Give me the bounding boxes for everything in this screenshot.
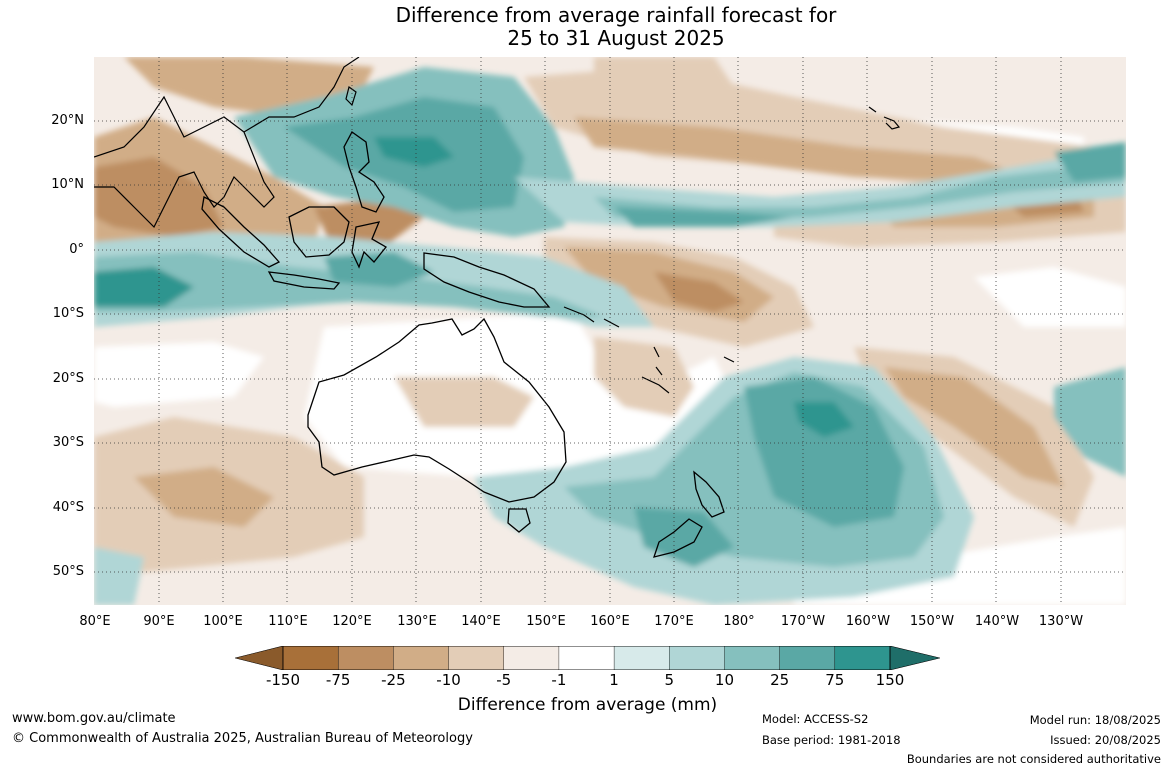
footer-model-run: Model run: 18/08/2025 bbox=[1029, 713, 1161, 727]
rainfall-difference-map bbox=[94, 57, 1126, 605]
colorbar-swatch bbox=[448, 646, 505, 670]
colorbar-tick-label: -10 bbox=[436, 671, 461, 689]
footer-model: Model: ACCESS-S2 bbox=[762, 712, 869, 726]
lon-label-160e: 160°E bbox=[590, 614, 630, 629]
colorbar-frame bbox=[282, 646, 891, 670]
colorbar-tick-label: 1 bbox=[609, 671, 619, 689]
australia-outline bbox=[307, 317, 567, 503]
colorbar-tick-label: -75 bbox=[325, 671, 351, 689]
colorbar-tick-label: 75 bbox=[825, 671, 845, 689]
lon-label-160w: 160°W bbox=[845, 614, 891, 629]
colorbar-swatch bbox=[613, 646, 670, 670]
colorbar-swatch bbox=[779, 646, 836, 670]
lon-label-110e: 110°E bbox=[268, 614, 308, 629]
colorbar-swatch bbox=[337, 646, 394, 670]
colorbar-tick-label: -150 bbox=[265, 671, 301, 689]
lon-label-150e: 150°E bbox=[526, 614, 566, 629]
lon-label-130e: 130°E bbox=[397, 614, 437, 629]
colorbar-swatches bbox=[282, 646, 891, 670]
graticule bbox=[94, 57, 1126, 605]
footer-base-period: Base period: 1981-2018 bbox=[762, 733, 901, 747]
lat-label-40s: 40°S bbox=[52, 500, 84, 515]
colorbar bbox=[235, 646, 940, 670]
rainfall-fields bbox=[94, 57, 1126, 605]
lat-label-0: 0° bbox=[69, 242, 84, 257]
tasmania-outline bbox=[507, 508, 531, 533]
new-zealand-outline bbox=[653, 470, 725, 558]
lat-label-20s: 20°S bbox=[52, 371, 84, 386]
footer-issued: Issued: 20/08/2025 bbox=[1050, 733, 1161, 747]
colorbar-low-extension bbox=[235, 646, 284, 670]
colorbar-swatch bbox=[503, 646, 560, 670]
philippines-outline bbox=[343, 131, 385, 213]
sulawesi-outline bbox=[351, 221, 387, 269]
footer-copyright: © Commonwealth of Australia 2025, Austra… bbox=[12, 731, 473, 746]
colorbar-swatch bbox=[669, 646, 725, 670]
java-outline bbox=[267, 271, 341, 290]
footer-disclaimer: Boundaries are not considered authoritat… bbox=[906, 752, 1161, 766]
map-svg bbox=[94, 57, 1126, 605]
lat-label-30s: 30°S bbox=[52, 435, 84, 450]
map-title-line1: Difference from average rainfall forecas… bbox=[395, 3, 837, 27]
colorbar-tick-label: 25 bbox=[770, 671, 790, 689]
colorbar-swatch bbox=[282, 646, 339, 670]
map-title: Difference from average rainfall forecas… bbox=[0, 4, 1173, 50]
lon-label-120e: 120°E bbox=[332, 614, 372, 629]
lon-label-150w: 150°W bbox=[909, 614, 955, 629]
lat-label-10s: 10°S bbox=[52, 306, 84, 321]
lon-label-140e: 140°E bbox=[461, 614, 501, 629]
lon-label-180: 180° bbox=[723, 614, 755, 629]
lon-label-170e: 170°E bbox=[654, 614, 694, 629]
lon-label-170w: 170°W bbox=[780, 614, 826, 629]
lon-label-90e: 90°E bbox=[143, 614, 175, 629]
lon-label-80e: 80°E bbox=[79, 614, 111, 629]
colorbar-tick-label: 5 bbox=[664, 671, 675, 689]
colorbar-tick-label: -1 bbox=[551, 671, 567, 689]
asia-coastline bbox=[94, 57, 360, 229]
colorbar-tick-label: 10 bbox=[714, 671, 734, 689]
lat-label-50s: 50°S bbox=[52, 564, 84, 579]
lat-label-10n: 10°N bbox=[51, 177, 84, 192]
map-title-line2: 25 to 31 August 2025 bbox=[507, 26, 725, 50]
sumatra-outline bbox=[201, 196, 281, 268]
pacific-islands bbox=[563, 306, 735, 394]
colorbar-title: Difference from average (mm) bbox=[457, 695, 718, 715]
colorbar-high-extension bbox=[889, 646, 940, 670]
colorbar-tick-label: -25 bbox=[381, 671, 406, 689]
colorbar-tick-label: -5 bbox=[496, 671, 512, 689]
colorbar-swatch bbox=[834, 646, 891, 670]
colorbar-tick-label: 150 bbox=[875, 671, 905, 689]
lon-label-140w: 140°W bbox=[974, 614, 1020, 629]
lat-label-20n: 20°N bbox=[51, 113, 84, 128]
lon-label-100e: 100°E bbox=[203, 614, 243, 629]
footer-website[interactable]: www.bom.gov.au/climate bbox=[12, 711, 176, 726]
colorbar-swatch bbox=[724, 646, 781, 670]
hawaii-outline bbox=[868, 106, 901, 130]
lon-label-130w: 130°W bbox=[1038, 614, 1084, 629]
colorbar-swatch bbox=[393, 646, 450, 670]
colorbar-swatch bbox=[558, 646, 615, 670]
borneo-outline bbox=[288, 206, 350, 258]
new-guinea-outline bbox=[423, 252, 551, 308]
